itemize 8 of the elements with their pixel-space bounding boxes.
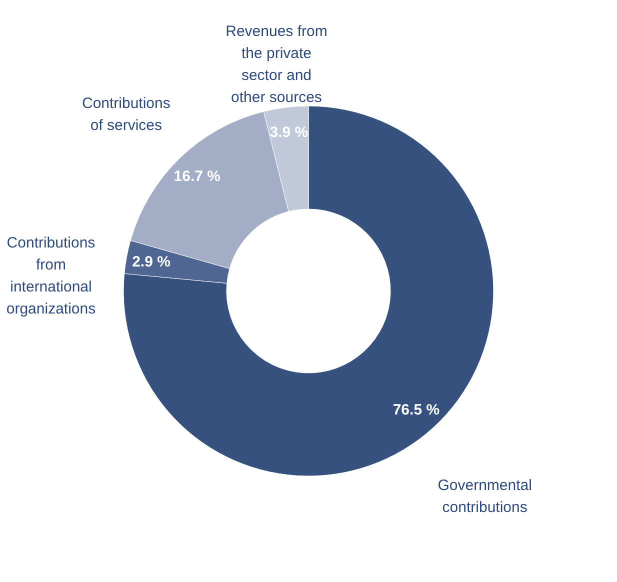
- slice-label: Contributions from international organizations: [6, 234, 96, 318]
- data-label: 3.9 %: [270, 124, 308, 142]
- slice-label: Contributions of services: [82, 94, 170, 134]
- slice-label: Revenues from the private sector and other sources: [226, 22, 328, 106]
- slice-label: Governmental contributions: [438, 476, 532, 516]
- data-label: 16.7 %: [174, 168, 221, 186]
- data-label: 76.5 %: [392, 401, 440, 418]
- data-label: 2.9 %: [132, 254, 170, 271]
